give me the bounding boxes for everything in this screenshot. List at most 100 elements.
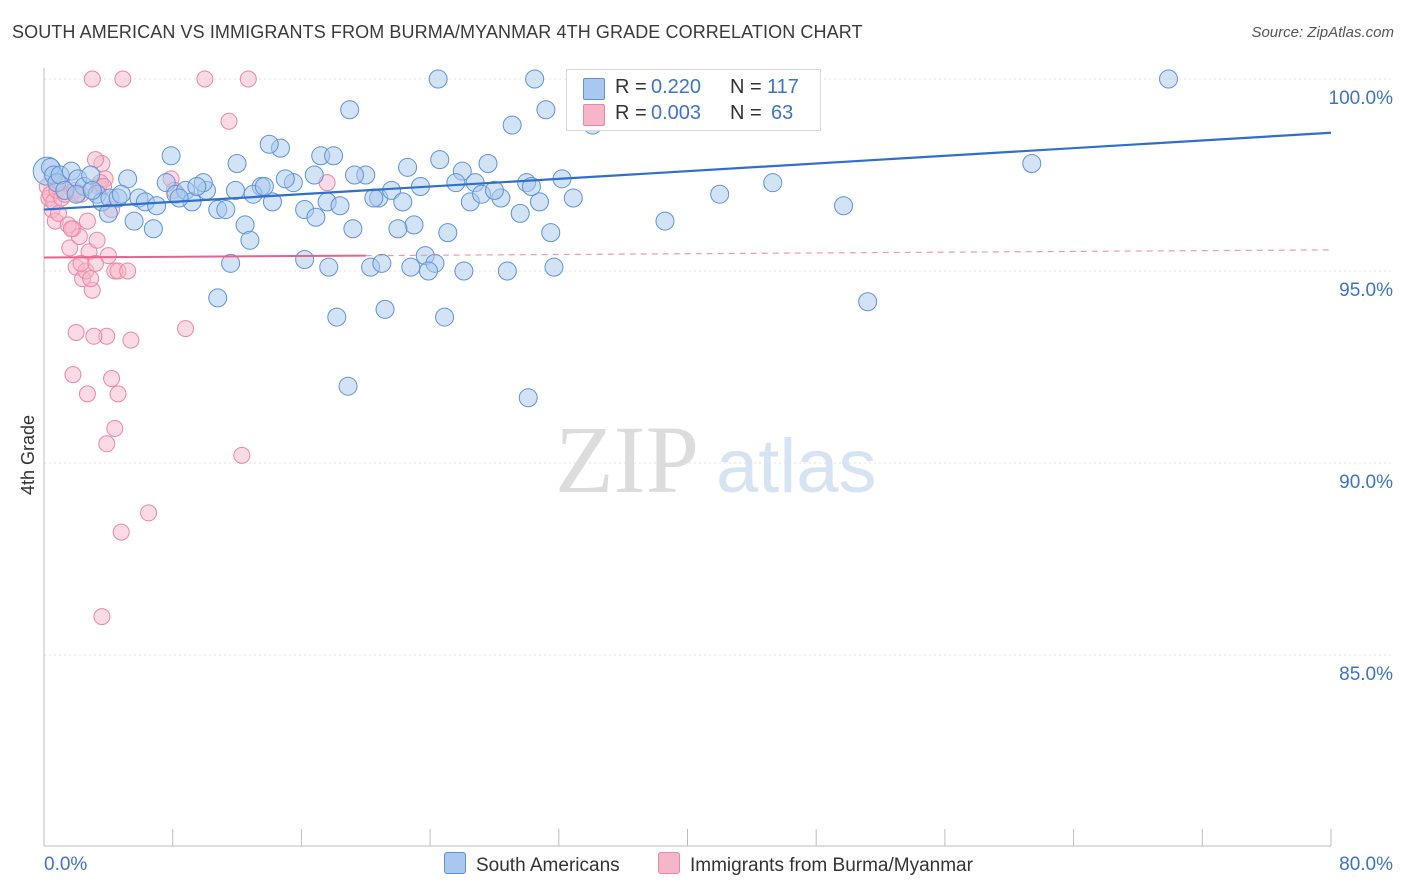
watermark-atlas: atlas — [716, 424, 877, 509]
data-point-south-american — [398, 157, 418, 177]
data-point-burma — [103, 370, 121, 388]
data-point-south-american — [66, 184, 86, 204]
data-point-burma — [86, 151, 104, 169]
data-point-south-american — [510, 203, 530, 223]
data-point-south-american — [484, 180, 504, 200]
data-point-south-american — [834, 196, 854, 216]
data-point-burma — [109, 385, 127, 403]
trend-lines — [43, 131, 1332, 259]
data-point-burma — [82, 270, 100, 288]
data-point-south-american — [393, 192, 413, 212]
watermark: ZIP atlas — [555, 406, 877, 513]
data-point-south-american — [428, 69, 448, 89]
legend-n-label: N = — [730, 102, 762, 124]
data-point-south-american — [324, 146, 344, 166]
data-point-burma — [64, 366, 82, 384]
legend-n-label: N = — [730, 76, 762, 98]
legend-label-south-americans: South Americans — [476, 855, 620, 876]
data-point-south-american — [143, 219, 163, 239]
legend-swatch-pink — [583, 104, 605, 126]
data-point-burma — [122, 331, 140, 349]
legend-label-burma: Immigrants from Burma/Myanmar — [690, 855, 973, 876]
data-point-burma — [239, 70, 257, 88]
data-point-south-american — [364, 188, 384, 208]
legend-swatch-blue — [583, 78, 605, 100]
data-point-south-american — [544, 257, 564, 277]
legend-r-label: R = — [615, 102, 647, 124]
data-point-south-american — [518, 388, 538, 408]
chart-title: SOUTH AMERICAN VS IMMIGRANTS FROM BURMA/… — [12, 22, 863, 42]
data-point-south-american — [1022, 153, 1042, 173]
data-point-burma — [85, 327, 103, 345]
data-point-south-american — [227, 153, 247, 173]
data-point-south-american — [430, 150, 450, 170]
data-point-south-american — [338, 376, 358, 396]
data-point-burma — [62, 220, 80, 238]
data-point-south-american — [497, 261, 517, 281]
data-point-south-american — [275, 169, 295, 189]
data-point-burma — [93, 608, 111, 626]
data-point-south-american — [541, 223, 561, 243]
data-point-south-american — [344, 165, 364, 185]
series-burma-points — [38, 70, 336, 626]
data-point-burma — [177, 320, 195, 338]
data-point-burma — [196, 70, 214, 88]
data-point-burma — [98, 435, 116, 453]
data-point-south-american — [375, 299, 395, 319]
legend-n-value: 63 — [771, 102, 794, 124]
data-point-burma — [99, 247, 117, 265]
data-point-south-american — [710, 184, 730, 204]
legend-r-value: 0.220 — [651, 76, 702, 98]
data-point-south-american — [418, 261, 438, 281]
data-point-burma — [119, 262, 137, 280]
data-point-south-american — [169, 188, 189, 208]
data-point-south-american — [340, 100, 360, 120]
trend-line-burma-extension — [365, 249, 1332, 257]
data-point-burma — [61, 239, 79, 257]
legend-swatch-blue — [444, 852, 466, 874]
data-point-south-american — [401, 257, 421, 277]
data-point-south-american — [454, 261, 474, 281]
data-point-south-american — [446, 173, 466, 193]
data-point-south-american — [655, 211, 675, 231]
data-point-south-american — [98, 203, 118, 223]
data-point-south-american — [221, 253, 241, 273]
data-point-south-american — [147, 196, 167, 216]
series-south-american-points — [32, 69, 1179, 408]
legend-n-value: 117 — [767, 76, 799, 98]
legend-item-burma: Immigrants from Burma/Myanmar — [658, 852, 973, 877]
data-point-south-american — [1159, 69, 1179, 89]
data-point-south-american — [187, 177, 207, 197]
data-point-south-american — [525, 69, 545, 89]
data-point-south-american — [111, 184, 131, 204]
y-tick-label: 90.0% — [1339, 472, 1393, 493]
x-tick-label: 0.0% — [44, 854, 87, 875]
data-point-south-american — [327, 307, 347, 327]
x-tick-labels: 0.0% 80.0% — [44, 854, 1393, 875]
x-tick-label: 80.0% — [1339, 854, 1393, 875]
data-point-south-american — [82, 180, 102, 200]
data-point-south-american — [858, 292, 878, 312]
data-point-burma — [114, 70, 132, 88]
data-point-south-american — [529, 192, 549, 212]
y-tick-label: 85.0% — [1339, 664, 1393, 685]
data-point-south-american — [435, 307, 455, 327]
data-point-south-american — [254, 177, 274, 197]
data-point-south-american — [330, 196, 350, 216]
data-point-burma — [67, 323, 85, 341]
trend-line-burma — [43, 254, 366, 259]
data-point-south-american — [225, 180, 245, 200]
data-point-burma — [106, 419, 124, 437]
data-point-burma — [233, 446, 251, 464]
data-point-burma — [83, 70, 101, 88]
data-point-south-american — [240, 230, 260, 250]
watermark-zip: ZIP — [555, 406, 699, 513]
data-point-south-american — [319, 257, 339, 277]
data-point-burma — [78, 385, 96, 403]
data-point-south-american — [306, 207, 326, 227]
data-point-south-american — [763, 173, 783, 193]
legend-swatch-pink — [658, 852, 680, 874]
legend-r-label: R = — [615, 76, 647, 98]
data-point-south-american — [161, 146, 181, 166]
